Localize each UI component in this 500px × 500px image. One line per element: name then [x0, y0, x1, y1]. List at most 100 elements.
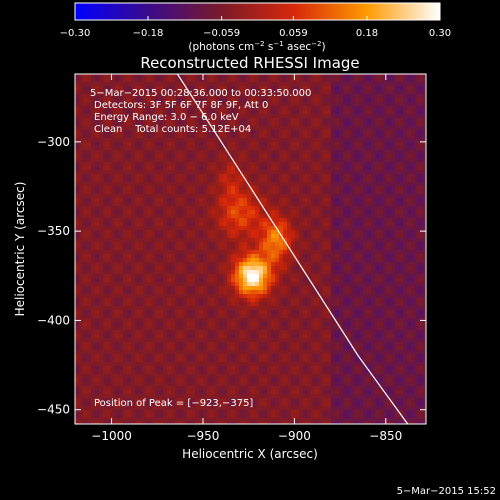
heatmap-cell [359, 242, 363, 246]
heatmap-cell [171, 266, 175, 270]
heatmap-cell [423, 186, 426, 190]
heatmap-cell [351, 122, 355, 126]
heatmap-cell [391, 90, 395, 94]
heatmap-cell [335, 266, 339, 270]
heatmap-cell [367, 110, 371, 114]
heatmap-cell [219, 226, 223, 230]
heatmap-cell [127, 158, 131, 162]
heatmap-cell [203, 278, 207, 282]
heatmap-cell [235, 130, 239, 134]
heatmap-cell [383, 130, 387, 134]
heatmap-cell [383, 202, 387, 206]
heatmap-cell [295, 146, 299, 150]
heatmap-cell [95, 218, 99, 222]
heatmap-cell [423, 146, 426, 150]
heatmap-cell [83, 198, 87, 202]
heatmap-cell [147, 294, 151, 298]
heatmap-cell [291, 138, 295, 142]
heatmap-cell [167, 106, 171, 110]
heatmap-cell [327, 186, 331, 190]
heatmap-cell [139, 74, 143, 78]
heatmap-cell [91, 94, 95, 98]
heatmap-cell [95, 250, 99, 254]
heatmap-cell [387, 102, 391, 106]
heatmap-cell [375, 250, 379, 254]
heatmap-cell [183, 262, 187, 266]
heatmap-cell [331, 286, 335, 290]
heatmap-cell [423, 250, 426, 254]
heatmap-cell [127, 262, 131, 266]
heatmap-cell [87, 110, 91, 114]
heatmap-cell [291, 230, 295, 234]
heatmap-cell [131, 98, 135, 102]
heatmap-cell [235, 294, 239, 298]
heatmap-cell [175, 134, 179, 138]
heatmap-cell [319, 194, 323, 198]
heatmap-cell [87, 218, 91, 222]
heatmap-cell [223, 98, 227, 102]
heatmap-cell [91, 106, 95, 110]
heatmap-cell [147, 214, 151, 218]
heatmap-cell [419, 174, 423, 178]
heatmap-cell [375, 178, 379, 182]
heatmap-cell [79, 294, 83, 298]
heatmap-cell [215, 114, 219, 118]
heatmap-cell [175, 214, 179, 218]
heatmap-cell [315, 294, 319, 298]
heatmap-cell [351, 170, 355, 174]
heatmap-cell [207, 222, 211, 226]
heatmap-cell [135, 138, 139, 142]
heatmap-cell [403, 118, 407, 122]
heatmap-cell [343, 134, 347, 138]
heatmap-cell [199, 186, 203, 190]
heatmap-cell [151, 222, 155, 226]
heatmap-cell [75, 182, 79, 186]
heatmap-cell [299, 110, 303, 114]
heatmap-cell [203, 230, 207, 234]
heatmap-cell [271, 202, 275, 206]
heatmap-cell [327, 254, 331, 258]
heatmap-cell [275, 290, 279, 294]
heatmap-cell [91, 222, 95, 226]
heatmap-cell [347, 274, 351, 278]
heatmap-cell [231, 206, 235, 210]
heatmap-cell [91, 290, 95, 294]
heatmap-cell [83, 274, 87, 278]
heatmap-cell [327, 138, 331, 142]
heatmap-cell [179, 178, 183, 182]
heatmap-cell [199, 230, 203, 234]
heatmap-cell [311, 290, 315, 294]
heatmap-cell [231, 198, 235, 202]
heatmap-cell [371, 230, 375, 234]
heatmap-cell [283, 110, 287, 114]
heatmap-cell [291, 114, 295, 118]
heatmap-cell [199, 90, 203, 94]
heatmap-cell [243, 102, 247, 106]
heatmap-cell [131, 166, 135, 170]
heatmap-cell [99, 230, 103, 234]
heatmap-cell [195, 118, 199, 122]
heatmap-cell [231, 194, 235, 198]
heatmap-cell [359, 294, 363, 298]
heatmap-cell [227, 246, 231, 250]
heatmap-cell [403, 154, 407, 158]
heatmap-cell [195, 222, 199, 226]
heatmap-cell [267, 94, 271, 98]
heatmap-cell [395, 198, 399, 202]
heatmap-cell [219, 150, 223, 154]
heatmap-cell [255, 150, 259, 154]
heatmap-cell [247, 246, 251, 250]
heatmap-cell [295, 282, 299, 286]
heatmap-cell [387, 162, 391, 166]
heatmap-cell [291, 266, 295, 270]
heatmap-cell [363, 146, 367, 150]
heatmap-cell [343, 130, 347, 134]
heatmap-cell [399, 110, 403, 114]
heatmap-cell [271, 102, 275, 106]
heatmap-cell [179, 90, 183, 94]
heatmap-cell [215, 282, 219, 286]
heatmap-cell [75, 266, 79, 270]
heatmap-cell [131, 250, 135, 254]
heatmap-cell [311, 274, 315, 278]
heatmap-cell [415, 254, 419, 258]
